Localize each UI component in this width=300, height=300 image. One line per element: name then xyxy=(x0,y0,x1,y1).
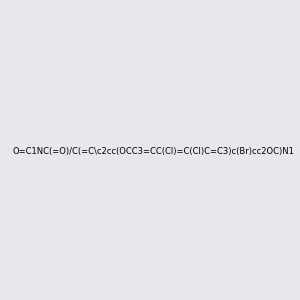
Text: O=C1NC(=O)/C(=C\c2cc(OCC3=CC(Cl)=C(Cl)C=C3)c(Br)cc2OC)N1: O=C1NC(=O)/C(=C\c2cc(OCC3=CC(Cl)=C(Cl)C=… xyxy=(13,147,295,156)
